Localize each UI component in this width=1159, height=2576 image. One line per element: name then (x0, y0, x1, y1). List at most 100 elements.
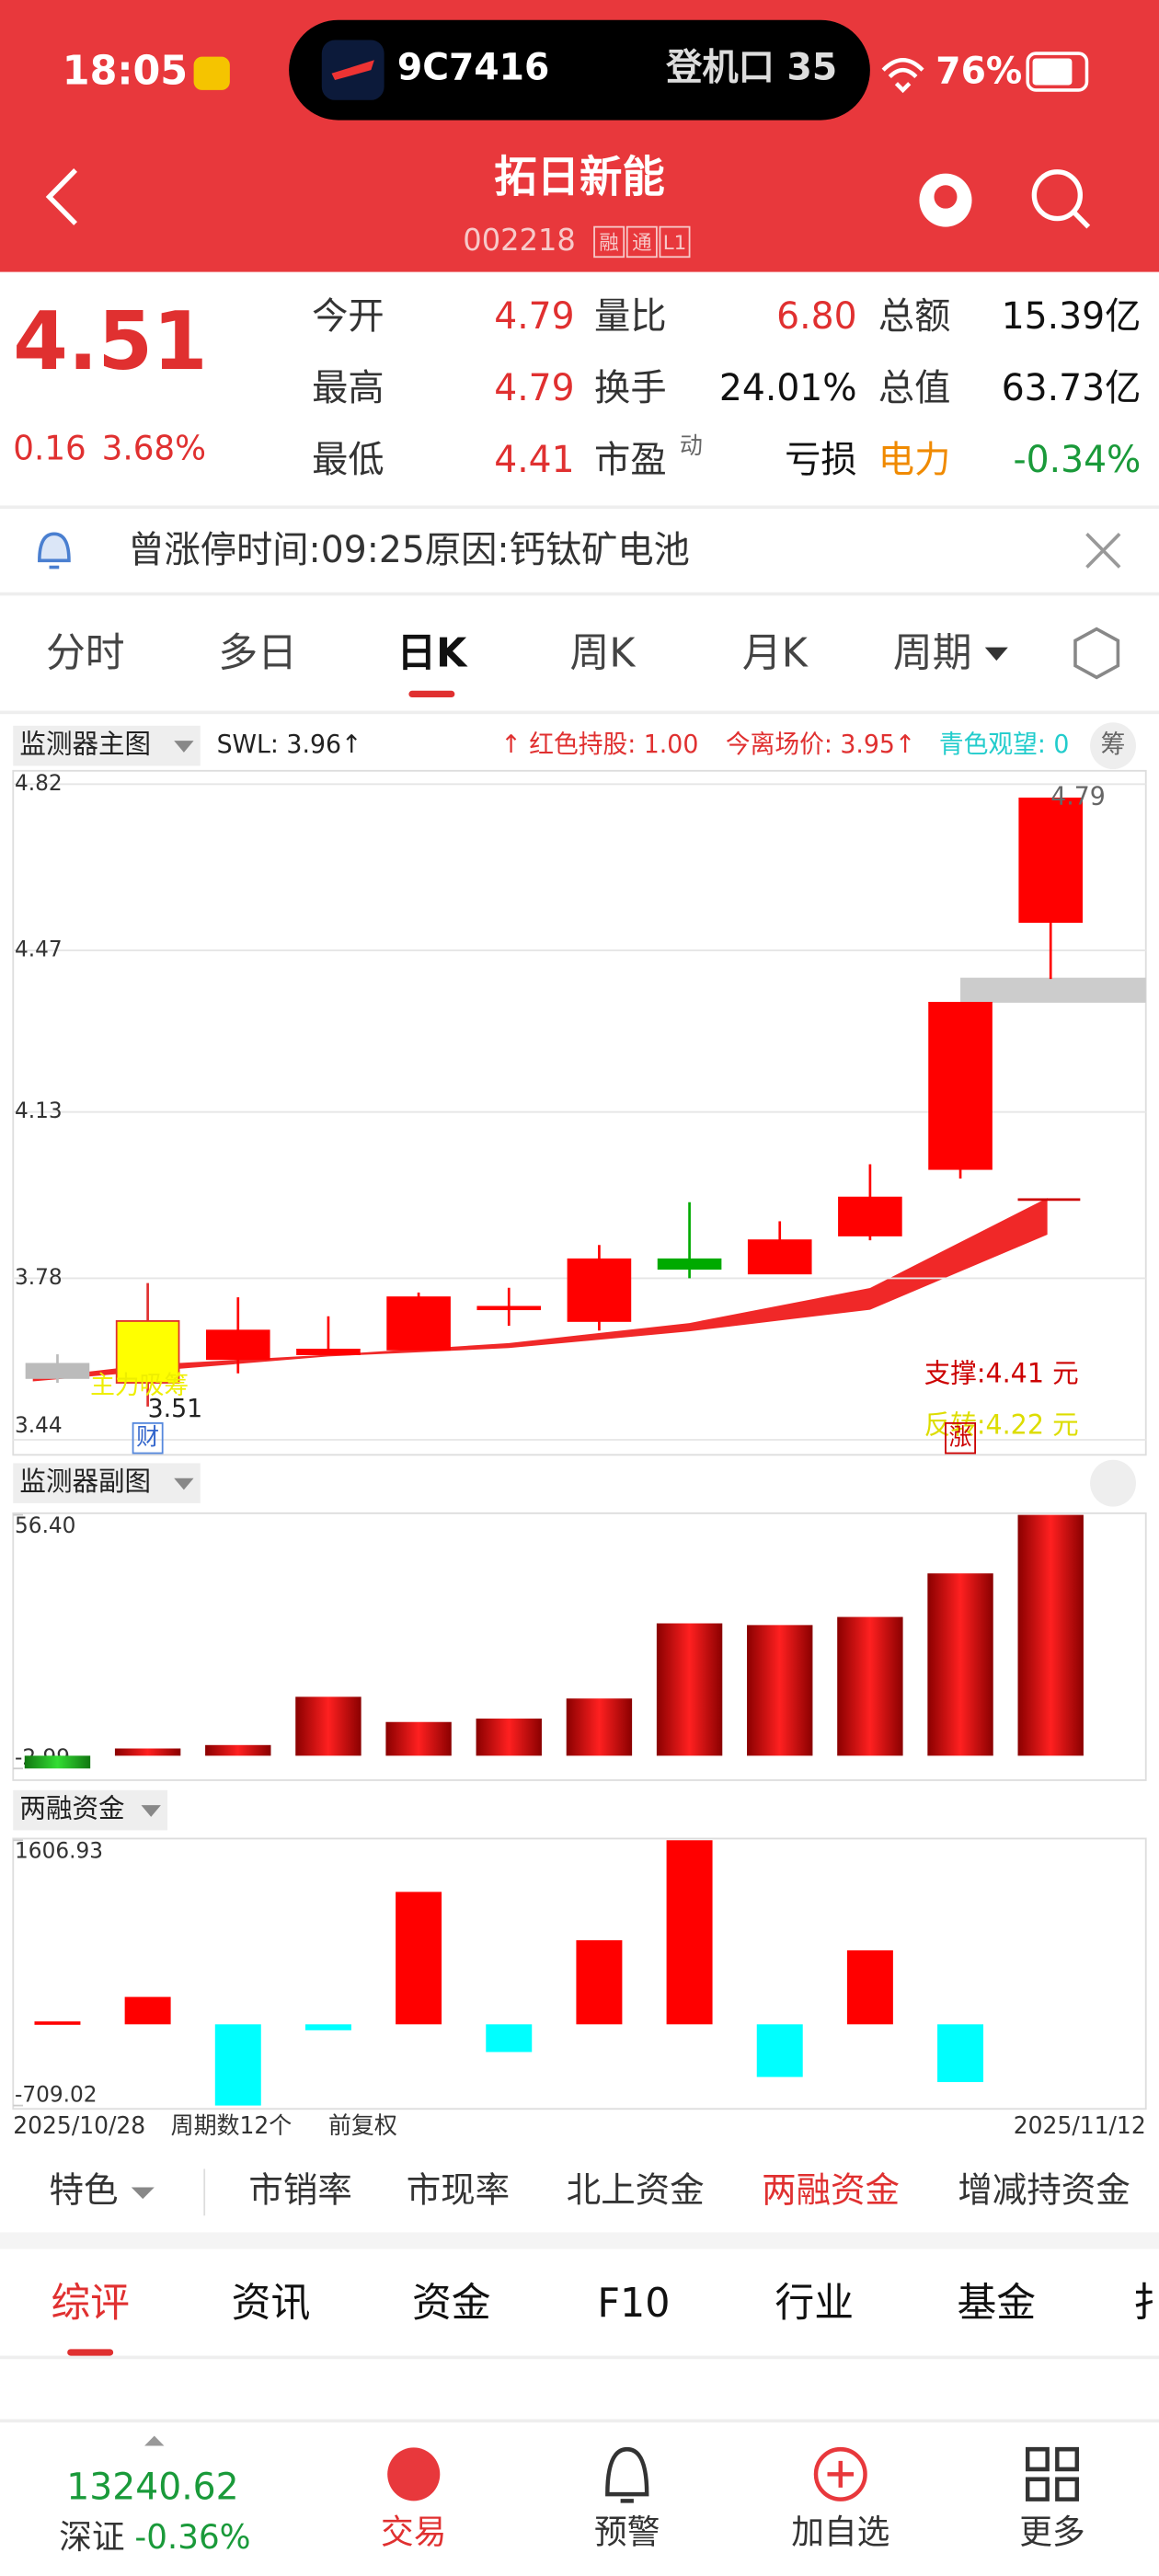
panel-label[interactable]: 两融资金 (19, 1792, 124, 1823)
wifi (881, 58, 924, 94)
bar (576, 1939, 623, 2025)
divider (0, 592, 1159, 596)
y-tick-label: 3.78 (15, 1264, 63, 1290)
chart-tab[interactable]: 周期 (893, 630, 972, 676)
trend-band (32, 1198, 1048, 1382)
section-tab[interactable]: 扌 (1132, 2280, 1159, 2326)
bar (34, 2021, 81, 2025)
section-tab[interactable]: 行业 (775, 2280, 854, 2326)
annotation: 主力吸筹 (90, 1371, 189, 1399)
settings-button[interactable] (1073, 627, 1120, 680)
quote-field: 4.41 (494, 439, 574, 481)
feature-tab[interactable]: 两融资金 (762, 2169, 900, 2210)
tag: 融 (599, 232, 618, 255)
quote-field: -0.34% (1013, 439, 1141, 481)
quote-field: 市盈 (594, 439, 667, 481)
bar (1017, 1514, 1084, 1756)
expand-button[interactable] (1090, 1459, 1137, 1507)
annotation: 3.51 (148, 1395, 203, 1423)
dropdown (174, 741, 194, 753)
bar (385, 1721, 452, 1756)
panel-label-bg (13, 725, 201, 766)
chart-tab[interactable]: 日K (396, 630, 468, 676)
index-value[interactable]: 13240.62 (66, 2466, 238, 2508)
annotation: 财 (136, 1423, 159, 1450)
candle-body (747, 1239, 812, 1275)
dropdown (141, 1805, 161, 1817)
nav-item[interactable]: 加自选 (791, 2513, 889, 2551)
period-label: 周期数12个 (171, 2112, 293, 2139)
chart-tab[interactable]: 月K (742, 630, 809, 676)
tag: 通 (632, 232, 651, 255)
battery-level (1032, 58, 1073, 86)
battery (1026, 52, 1089, 92)
tab-underline (67, 2349, 114, 2356)
quote-field: 63.73亿 (1002, 367, 1142, 409)
adjust-label: 前复权 (328, 2112, 397, 2139)
nav-item[interactable]: 更多 (1019, 2513, 1084, 2551)
sub-frame (12, 1512, 1147, 1781)
quote-field: 电力 (878, 439, 951, 481)
dynamic-island (289, 19, 870, 121)
search-button[interactable] (1031, 169, 1084, 222)
close-notice[interactable] (1085, 533, 1121, 569)
notice[interactable]: 曾涨停时间:09:25原因:钙钛矿电池 (128, 529, 690, 571)
bar (937, 2024, 984, 2083)
tag-box (593, 225, 625, 259)
section-tab[interactable]: F10 (597, 2280, 670, 2326)
trade-icon[interactable] (387, 2447, 441, 2501)
plane (331, 60, 374, 81)
candle-body (205, 1329, 270, 1361)
y-tick-label: 3.44 (15, 1412, 63, 1438)
bar (476, 1719, 542, 1756)
nav-item[interactable]: 交易 (381, 2513, 446, 2551)
panel-label[interactable]: 监测器副图 (19, 1466, 151, 1497)
feature-tab[interactable]: 北上资金 (567, 2169, 705, 2210)
quote-field: 4.79 (494, 367, 574, 409)
status-icon (193, 56, 230, 90)
divider (0, 505, 1159, 510)
quote-field: 4.79 (494, 295, 574, 338)
chart-tab[interactable]: 分时 (46, 630, 125, 676)
section-tab[interactable]: 基金 (958, 2280, 1037, 2326)
feature-tab[interactable]: 增减持资金 (958, 2169, 1130, 2210)
add-icon[interactable] (813, 2446, 867, 2501)
flight-no: 9C7416 (397, 46, 549, 88)
change: 0.16 (13, 430, 86, 467)
quote-field: 亏损 (785, 439, 857, 481)
more-icon[interactable] (1025, 2446, 1079, 2501)
bar (396, 1892, 442, 2025)
dropdown (984, 647, 1008, 661)
section-tab[interactable]: 综评 (51, 2280, 130, 2326)
bar (837, 1616, 903, 1756)
bar (295, 1696, 361, 1756)
chart-tab[interactable]: 周K (570, 630, 637, 676)
chip-label: 筹 (1101, 730, 1126, 759)
annotation: 涨 (949, 1423, 972, 1450)
nav-item[interactable]: 预警 (594, 2513, 660, 2551)
panel-label[interactable]: 监测器主图 (19, 728, 151, 759)
stock-name: 拓日新能 (494, 153, 665, 202)
feature-tab[interactable]: 市销率 (248, 2169, 351, 2210)
feature-tab[interactable]: 特色 (50, 2169, 119, 2210)
bar (747, 1625, 813, 1756)
chart-tab[interactable]: 多日 (218, 630, 297, 676)
divider (0, 2419, 1159, 2423)
section-tab[interactable]: 资金 (412, 2280, 491, 2326)
y-tick-label: 1606.93 (15, 1837, 103, 1863)
quote-field: 24.01% (719, 367, 857, 409)
bar (666, 1840, 713, 2025)
section-tab[interactable]: 资讯 (232, 2280, 311, 2326)
candle-body (657, 1258, 722, 1271)
feature-tab[interactable]: 市现率 (407, 2169, 510, 2210)
bar (927, 1573, 993, 1756)
quote-field: 总值 (878, 367, 951, 409)
price: 4.51 (13, 295, 207, 388)
date-label: 2025/11/12 (1014, 2112, 1146, 2139)
chip-button[interactable] (1090, 722, 1137, 770)
expand-arrow[interactable] (144, 2435, 165, 2446)
alert-icon[interactable] (605, 2446, 649, 2503)
back-button[interactable] (45, 168, 77, 225)
bell-icon (38, 532, 71, 569)
